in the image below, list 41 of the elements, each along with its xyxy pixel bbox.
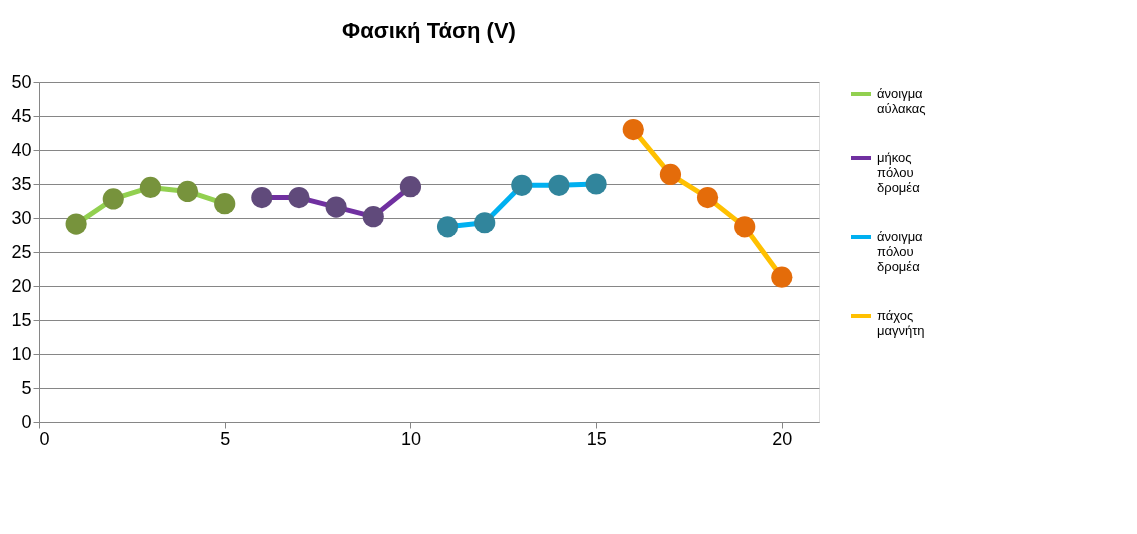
point [436,216,459,238]
point [474,212,496,234]
point [102,188,124,210]
point [362,206,384,228]
x-tick-label: 0 [39,428,50,449]
point [771,266,793,288]
point [139,176,162,198]
point [399,176,422,198]
point [288,187,310,209]
y-tick-label: 15 [11,309,32,330]
x-tick-label: 20 [772,428,793,449]
legend-label: μήκος πόλου δρομέα [877,150,921,195]
point [251,187,273,209]
legend-label: άνοιγμα πόλου δρομέα [877,229,924,274]
point [696,187,719,209]
y-tick-label: 45 [11,105,32,126]
point [511,174,533,196]
y-tick-label: 30 [11,207,32,228]
legend-label: άνοιγμα αύλακας [877,86,926,116]
point [585,173,607,195]
x-tick-label: 10 [400,428,421,449]
point [65,213,87,235]
y-tick-label: 0 [21,411,32,432]
point [176,180,199,203]
point [659,163,682,186]
x-tick-label: 15 [586,428,607,449]
legend-label: πάχος μαγνήτη [877,308,925,338]
x-tick-label: 5 [220,428,231,449]
y-tick-label: 10 [11,343,32,364]
y-tick-label: 25 [11,241,32,262]
y-tick-label: 40 [11,139,32,160]
point [325,196,347,218]
y-tick-label: 35 [11,173,32,194]
chart-title: Φασική Τάση (V) [342,18,516,43]
point [622,119,644,141]
point [214,193,236,215]
point [734,216,756,238]
y-tick-label: 5 [21,377,32,398]
y-tick-label: 50 [11,71,32,92]
point [548,174,570,196]
y-tick-label: 20 [11,275,32,296]
